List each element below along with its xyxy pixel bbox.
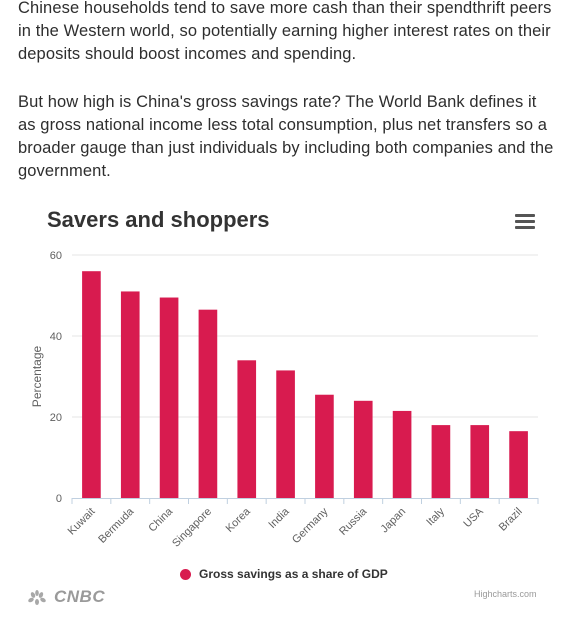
cnbc-logo: CNBC <box>24 587 105 607</box>
bar <box>509 431 528 498</box>
x-tick-label: Bermuda <box>96 505 137 546</box>
x-tick-label: Russia <box>337 505 370 538</box>
bar <box>315 394 334 498</box>
article-paragraph-1: Chinese households tend to save more cas… <box>18 0 552 63</box>
chart-legend[interactable]: Gross savings as a share of GDP <box>180 567 388 581</box>
x-tick-label: Brazil <box>497 506 525 534</box>
bar <box>353 400 373 498</box>
x-tick-label: USA <box>461 505 486 530</box>
y-axis-title: Percentage <box>30 345 44 407</box>
bar <box>276 370 295 498</box>
y-tick-label: 40 <box>50 331 62 343</box>
bar <box>392 410 412 498</box>
hamburger-menu-icon[interactable] <box>515 214 535 230</box>
bar <box>470 425 490 498</box>
highcharts-credit[interactable]: Highcharts.com <box>474 589 537 599</box>
bar <box>431 425 451 498</box>
x-tick-label: China <box>146 505 175 534</box>
cnbc-logo-text: CNBC <box>54 587 106 606</box>
legend-label: Gross savings as a share of GDP <box>199 567 388 581</box>
peacock-icon <box>28 590 46 605</box>
y-tick-label: 20 <box>50 412 62 424</box>
x-tick-label: Singapore <box>170 506 214 550</box>
legend-marker-icon <box>180 568 191 580</box>
chart-title: Savers and shoppers <box>47 207 270 232</box>
bar <box>198 309 218 498</box>
x-tick-label: Japan <box>379 506 409 536</box>
x-tick-label: India <box>266 505 292 531</box>
y-tick-label: 0 <box>56 493 62 505</box>
x-tick-label: Italy <box>424 505 447 528</box>
x-tick-label: Germany <box>290 505 331 546</box>
y-tick-label: 60 <box>50 250 62 262</box>
bar <box>120 291 140 498</box>
article-paragraph-2: But how high is China's gross savings ra… <box>18 93 554 180</box>
chart-container: 0 20 40 60 Percentage Kuwait Bermuda China Singa… <box>0 195 574 618</box>
x-tick-label: Korea <box>224 505 254 535</box>
bar <box>159 297 179 498</box>
bar <box>237 360 257 498</box>
x-tick-label: Kuwait <box>66 506 98 538</box>
bar <box>82 271 101 498</box>
